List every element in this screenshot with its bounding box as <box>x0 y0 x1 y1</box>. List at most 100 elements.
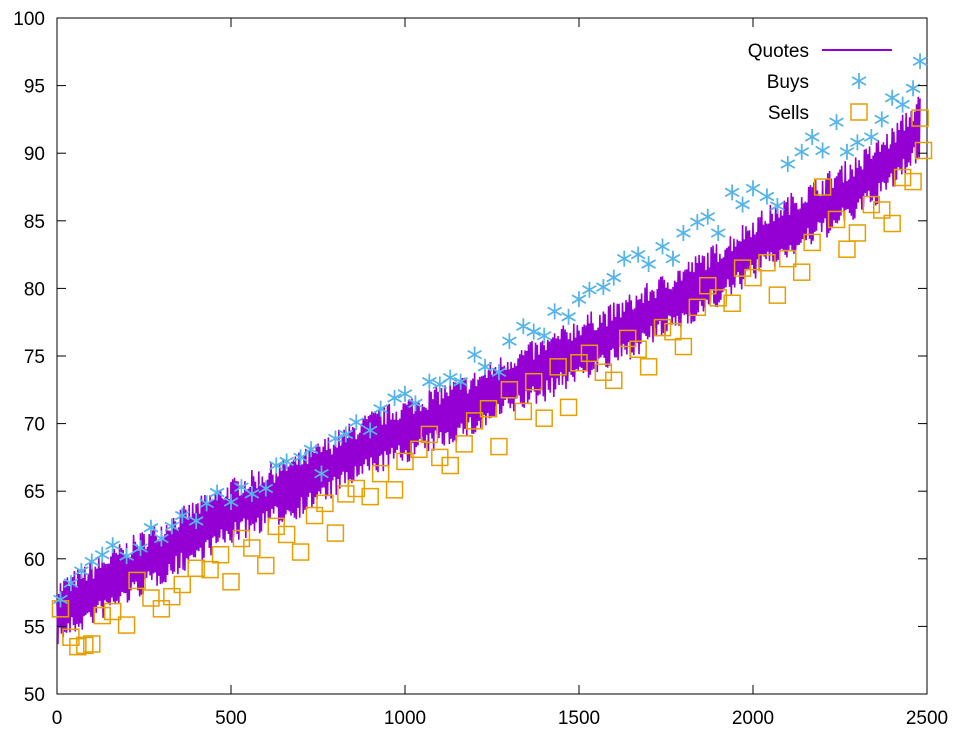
buys-point <box>839 143 855 160</box>
sells-point <box>316 494 334 513</box>
quotes-line <box>56 96 921 645</box>
buys-point <box>119 548 134 565</box>
buys-point <box>710 224 726 241</box>
sells-point <box>441 456 459 475</box>
buys-point <box>362 422 378 439</box>
sells-point <box>514 402 533 421</box>
buys-point <box>268 457 284 474</box>
buys-point <box>724 184 740 201</box>
sells-point <box>873 201 891 219</box>
buys-point <box>526 323 542 340</box>
sells-point <box>291 543 310 561</box>
sells-point <box>420 425 439 444</box>
buys-point <box>328 430 343 447</box>
x-tick-label: 1500 <box>558 708 600 729</box>
sells-point <box>326 524 345 542</box>
buys-point <box>804 128 820 145</box>
buys-point <box>780 156 796 173</box>
sells-point <box>500 381 519 399</box>
y-tick-label: 55 <box>24 617 45 638</box>
buys-point <box>105 537 121 554</box>
sells-point <box>410 440 428 459</box>
buys-point <box>850 134 865 151</box>
sells-point <box>744 268 762 287</box>
sells-point <box>883 214 901 233</box>
buys-point <box>387 389 402 406</box>
sells-point <box>580 344 599 363</box>
x-tick-label: 2000 <box>732 708 774 729</box>
y-tick-label: 95 <box>24 77 45 98</box>
sells-point <box>257 556 275 575</box>
sells-point <box>629 340 647 358</box>
buys-point <box>348 414 364 431</box>
buys-point <box>63 575 79 592</box>
sells-point <box>277 525 296 544</box>
x-tick-label: 0 <box>52 708 63 729</box>
sells-point <box>904 172 922 191</box>
buys-point <box>905 80 921 97</box>
sells-point <box>117 616 136 634</box>
sells-point <box>163 587 181 606</box>
buys-point <box>630 246 646 263</box>
sells-point <box>549 358 567 376</box>
sells-point <box>779 249 797 268</box>
buys-point <box>258 480 274 497</box>
sells-point <box>396 452 414 471</box>
buys-point <box>561 308 576 325</box>
sells-point <box>758 253 776 272</box>
y-tick-label: 70 <box>24 415 45 436</box>
buys-point <box>700 208 716 225</box>
buys-point <box>616 250 632 267</box>
sells-point <box>76 636 94 655</box>
buys-point <box>467 346 482 363</box>
sells-point <box>723 294 741 313</box>
buys-point <box>397 385 413 402</box>
buys-point <box>874 111 890 128</box>
buys-point <box>536 327 552 344</box>
y-tick-label: 100 <box>13 9 45 30</box>
buys-point <box>94 546 110 563</box>
legend-swatch-buys <box>851 73 867 89</box>
buys-point <box>884 89 900 106</box>
sells-point <box>559 398 578 417</box>
sells-point <box>201 560 219 579</box>
sells-point <box>803 233 821 252</box>
y-axis: 50 55 60 65 70 75 80 85 90 95 100 <box>13 9 927 706</box>
sells-point <box>173 575 192 594</box>
legend-label-quotes: Quotes <box>748 41 809 62</box>
buys-point <box>209 484 225 501</box>
x-tick-label: 500 <box>215 708 247 729</box>
sells-point <box>709 289 727 307</box>
buys-point <box>188 512 204 529</box>
buys-point <box>293 449 308 466</box>
sells-point <box>490 437 508 456</box>
buys-point <box>453 373 469 390</box>
buys-point <box>279 453 295 470</box>
y-tick-label: 85 <box>24 212 45 233</box>
y-tick-label: 90 <box>24 144 45 165</box>
buys-point <box>745 180 761 197</box>
sells-point <box>232 529 251 548</box>
buys-point <box>244 485 260 502</box>
buys-point <box>689 214 705 231</box>
buys-point <box>174 507 190 524</box>
sells-point <box>211 545 230 564</box>
sells-point <box>187 559 205 578</box>
legend-label-buys: Buys <box>767 72 809 93</box>
buys-point <box>338 426 354 443</box>
sells-point <box>152 600 171 618</box>
buys-point <box>735 196 750 213</box>
buys-point <box>676 224 691 241</box>
sells-point <box>243 539 261 557</box>
sells-point <box>664 322 682 341</box>
y-tick-label: 75 <box>24 347 45 368</box>
sells-point <box>848 224 867 242</box>
sells-point <box>337 485 355 503</box>
legend-swatch-sells <box>850 103 868 121</box>
buys-point <box>491 364 507 381</box>
buys-point <box>641 256 656 273</box>
buys-point <box>606 269 622 286</box>
buys-point <box>73 562 89 579</box>
buys-point <box>759 188 775 205</box>
